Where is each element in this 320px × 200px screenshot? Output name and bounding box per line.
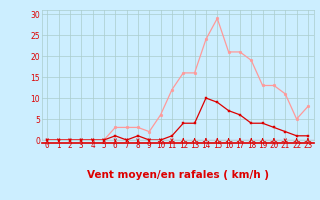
X-axis label: Vent moyen/en rafales ( km/h ): Vent moyen/en rafales ( km/h )	[87, 170, 268, 180]
